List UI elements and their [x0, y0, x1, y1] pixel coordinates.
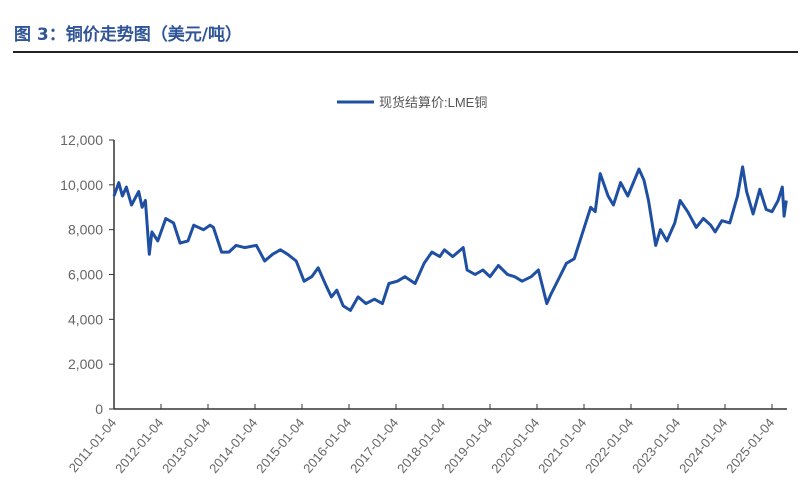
y-tick-label: 6,000	[68, 267, 103, 283]
y-tick-label: 10,000	[60, 177, 103, 193]
x-tick-label: 2020-01-04	[488, 415, 542, 476]
x-tick-label: 2025-01-04	[723, 415, 777, 476]
y-tick-label: 0	[95, 401, 103, 417]
y-axis: 0 2,000 4,000 6,000 8,000 10,000 12,000	[60, 132, 115, 417]
legend: 现货结算价:LME铜	[337, 95, 487, 110]
y-tick-label: 4,000	[68, 311, 103, 327]
x-axis: 2011-01-042012-01-042013-01-042014-01-04…	[66, 404, 787, 476]
x-tick-label: 2024-01-04	[676, 415, 730, 476]
x-tick-label: 2021-01-04	[535, 415, 589, 476]
x-tick-label: 2016-01-04	[300, 415, 354, 476]
x-tick-label: 2019-01-04	[441, 415, 495, 476]
x-tick-label: 2014-01-04	[206, 415, 260, 476]
series-line	[112, 165, 788, 312]
x-tick-label: 2012-01-04	[112, 415, 166, 476]
x-tick-label: 2013-01-04	[159, 415, 213, 476]
y-tick-label: 12,000	[60, 132, 103, 148]
legend-label: 现货结算价:LME铜	[379, 95, 487, 110]
x-tick-label: 2023-01-04	[629, 415, 683, 476]
x-tick-label: 2015-01-04	[253, 415, 307, 476]
x-tick-label: 2018-01-04	[394, 415, 448, 476]
y-tick-label: 2,000	[68, 356, 103, 372]
figure-title: 图 3：铜价走势图（美元/吨）	[14, 25, 242, 45]
y-tick-label: 8,000	[68, 222, 103, 238]
x-tick-label: 2022-01-04	[582, 415, 636, 476]
x-tick-label: 2017-01-04	[347, 415, 401, 476]
